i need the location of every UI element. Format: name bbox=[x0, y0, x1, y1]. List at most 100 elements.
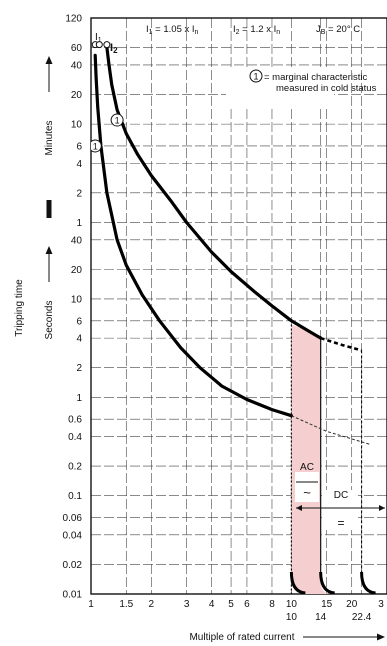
seconds-arrow-head bbox=[45, 246, 53, 254]
series-1-point-7 bbox=[169, 199, 172, 202]
i1-curve-label: I1 bbox=[95, 32, 102, 44]
y-tick-sec-1: 20 bbox=[71, 265, 83, 276]
series-0-point-2 bbox=[96, 106, 99, 108]
marker-note-line1: = marginal characteristic bbox=[264, 72, 367, 83]
x-tick-10: 20 bbox=[346, 599, 358, 610]
dc-upper-extension bbox=[320, 336, 362, 352]
y-tick-min-1: 60 bbox=[71, 43, 83, 54]
y-tick-sec-6: 1 bbox=[76, 393, 82, 404]
x-axis-title: Multiple of rated current bbox=[189, 632, 294, 643]
minutes-arrow-head bbox=[45, 56, 53, 64]
marker-legend: 1 = marginal characteristic measured in … bbox=[226, 69, 377, 106]
series-1-point-13 bbox=[290, 320, 293, 322]
curve-layer: 11 bbox=[91, 41, 376, 594]
dc-symbol: = bbox=[337, 516, 344, 530]
series-0-point-1 bbox=[95, 76, 97, 78]
y-axis-arrows bbox=[45, 56, 53, 282]
y-tick-sec-4: 4 bbox=[76, 334, 82, 345]
y-tick-min-3: 20 bbox=[71, 90, 83, 101]
y-tick-sec-5: 2 bbox=[76, 363, 82, 374]
marker-legend-bg bbox=[226, 70, 334, 106]
series-1-point-5 bbox=[136, 152, 138, 155]
i2-start-marker bbox=[103, 41, 111, 49]
marker-symbol-0: 1 bbox=[93, 141, 98, 151]
x-tick-9: 15 bbox=[321, 599, 333, 610]
series-1-point-12 bbox=[271, 305, 273, 307]
y-axis-minutes-label: Minutes bbox=[44, 120, 55, 155]
series-1-point-8 bbox=[185, 221, 188, 224]
series-0-point-6 bbox=[125, 264, 128, 267]
y-tick-min-4: 10 bbox=[71, 120, 83, 131]
series-0-point-0 bbox=[94, 54, 96, 57]
series-0-point-8 bbox=[158, 320, 161, 322]
series-1-point-14 bbox=[306, 329, 309, 332]
series-0-curve bbox=[93, 53, 293, 418]
ac-annotation: AC ~ bbox=[295, 462, 319, 502]
y-tick-sec-0: 40 bbox=[71, 235, 83, 246]
y-tick-sec-3: 6 bbox=[76, 316, 82, 327]
series-1-point-11 bbox=[253, 290, 255, 293]
series-1-point-1 bbox=[108, 64, 110, 66]
i1-start-marker-b bbox=[95, 41, 103, 49]
dc-arrow-head-right bbox=[379, 505, 385, 511]
series-1-curve bbox=[105, 45, 323, 340]
dc-annotation-bg bbox=[322, 490, 358, 530]
x-tick-11: 3 bbox=[378, 599, 384, 610]
x-tick-1: 1.5 bbox=[119, 599, 133, 610]
marker-legend-circle bbox=[249, 69, 263, 83]
series-1-point-6 bbox=[150, 174, 153, 177]
plot-frame bbox=[90, 17, 387, 595]
series-0-point-13 bbox=[271, 408, 273, 411]
y-tick-min-5: 6 bbox=[76, 141, 82, 152]
y-tick-sec-2: 10 bbox=[71, 294, 83, 305]
y-axis-title: Tripping time bbox=[14, 279, 25, 337]
series-1-point-2 bbox=[111, 84, 113, 86]
x-tick-5: 5 bbox=[228, 599, 234, 610]
series-0-point-9 bbox=[179, 346, 182, 349]
y-tick-sec-8: 0.4 bbox=[68, 432, 82, 443]
y-tick-min-6: 4 bbox=[76, 159, 82, 170]
series-1-point-4 bbox=[125, 132, 128, 135]
foot-ac-right bbox=[319, 571, 335, 594]
x-tick-row2-1: 14 bbox=[315, 612, 327, 623]
marker-legend-symbol: 1 bbox=[253, 72, 258, 82]
series-0-point-10 bbox=[199, 366, 201, 369]
dc-annotation: DC = bbox=[296, 490, 385, 530]
x-tick-7: 8 bbox=[269, 599, 275, 610]
series-0-point-5 bbox=[116, 239, 118, 241]
x-tick-4: 4 bbox=[209, 599, 215, 610]
foot-ac-left bbox=[289, 571, 306, 594]
header-jb: JB = 20° C bbox=[316, 24, 360, 36]
ac-label: AC bbox=[300, 462, 314, 473]
x-tick-3: 3 bbox=[184, 599, 190, 610]
dc-label: DC bbox=[334, 490, 348, 501]
y-tick-sec-13: 0.02 bbox=[63, 560, 83, 571]
y-tick-labels: 120 60 40 20 10 6 4 2 1 40 20 10 6 4 2 1 0.6 0.4 0.2 0.1 0.0… bbox=[63, 14, 83, 601]
marker-note-line2: measured in cold status bbox=[276, 83, 377, 94]
y-tick-sec-14: 0.01 bbox=[63, 590, 83, 601]
x-tick-6: 6 bbox=[244, 599, 250, 610]
x-axis-arrow bbox=[303, 633, 385, 641]
ac-symbol: ~ bbox=[303, 485, 311, 500]
y-tick-sec-9: 0.2 bbox=[68, 462, 82, 473]
y-axis-divider-bar bbox=[46, 200, 52, 218]
y-tick-sec-10: 0.1 bbox=[68, 491, 82, 502]
x-tick-labels: 1 1.5 2 3 4 5 6 8 10 15 20 3 10 14 22.4 bbox=[88, 599, 384, 623]
ac-band bbox=[291, 324, 331, 594]
series-0-point-7 bbox=[141, 294, 143, 296]
x-tick-0: 1 bbox=[88, 599, 94, 610]
y-tick-min-8: 1 bbox=[76, 218, 82, 229]
y-tick-min-2: 40 bbox=[71, 60, 83, 71]
series-1-point-3 bbox=[116, 109, 118, 111]
y-axis-seconds-label: Seconds bbox=[44, 301, 55, 340]
foot-dc bbox=[360, 571, 376, 594]
marker-circle-0 bbox=[91, 139, 102, 153]
dc-lower-extension bbox=[291, 415, 372, 446]
x-axis-arrow-head bbox=[377, 633, 385, 641]
header-i2: I2 = 1.2 x In bbox=[233, 24, 280, 36]
y-tick-sec-7: 0.6 bbox=[68, 415, 82, 426]
y-tick-sec-11: 0.06 bbox=[63, 513, 83, 524]
series-0-point-12 bbox=[246, 398, 248, 401]
i2-curve-label: I2 bbox=[110, 42, 118, 55]
